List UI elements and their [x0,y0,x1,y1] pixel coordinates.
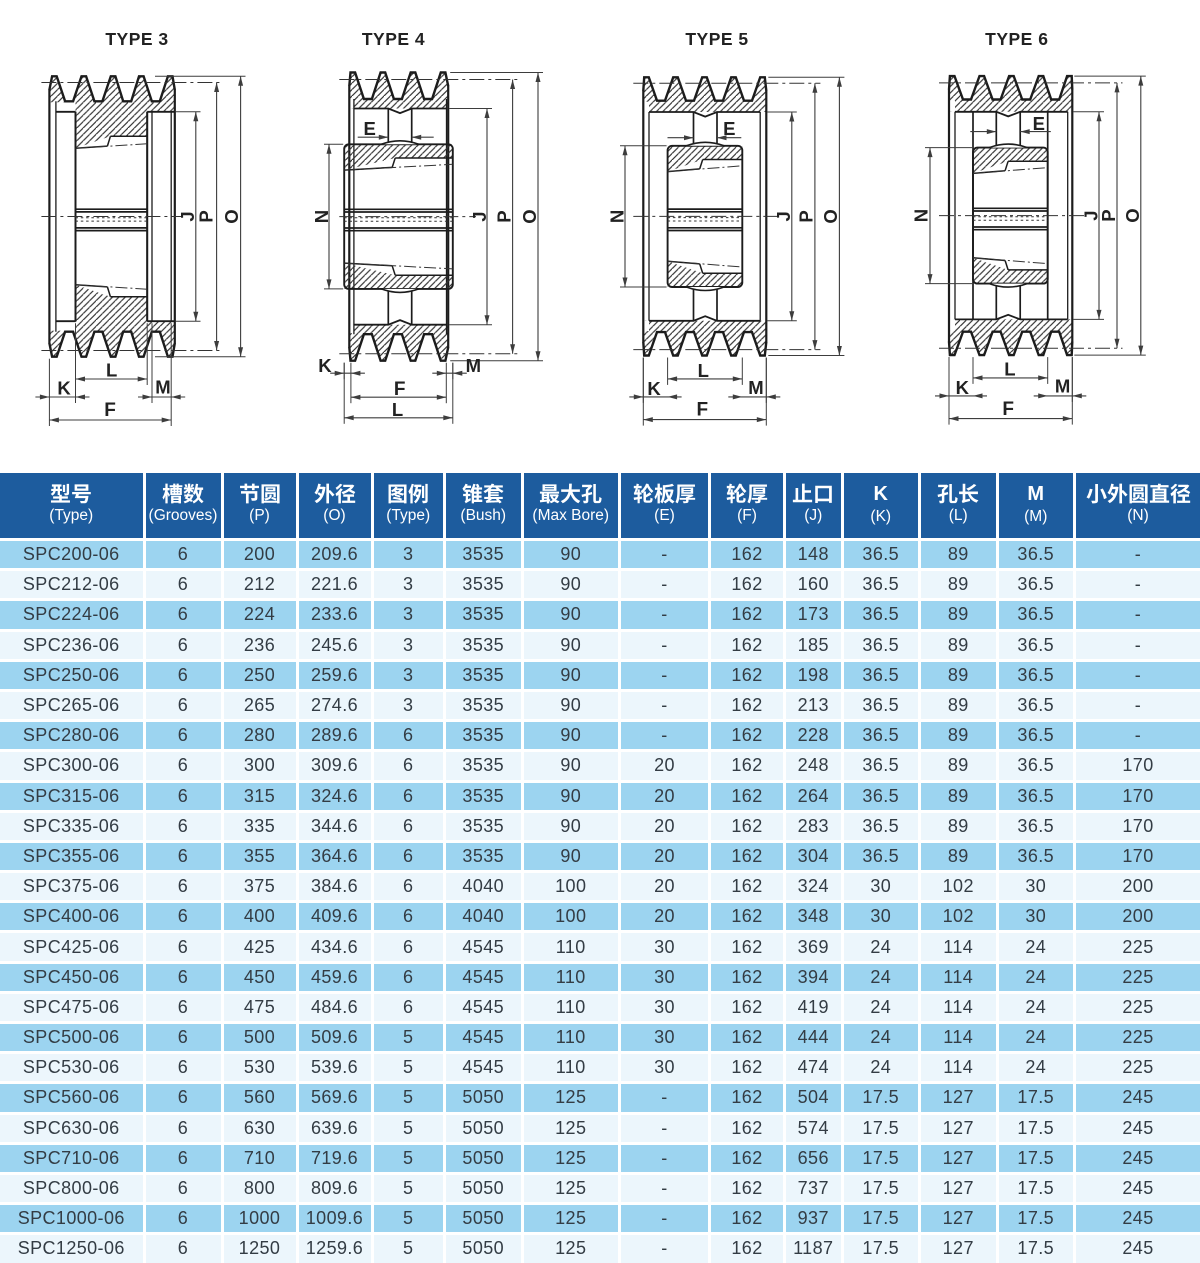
svg-text:N: N [607,210,628,223]
svg-text:TYPE 4: TYPE 4 [362,29,425,49]
svg-text:N: N [911,209,932,222]
svg-text:O: O [1122,208,1143,222]
svg-text:P: P [494,210,515,222]
svg-text:K: K [647,378,661,399]
svg-text:P: P [1098,209,1119,221]
svg-text:M: M [1055,376,1070,397]
svg-text:F: F [1002,399,1014,420]
svg-text:P: P [195,210,216,222]
svg-text:J: J [177,211,198,221]
svg-text:L: L [106,360,117,381]
svg-text:E: E [723,118,735,139]
svg-text:L: L [698,360,709,381]
svg-text:F: F [696,400,708,421]
svg-text:J: J [469,211,490,221]
svg-text:O: O [221,209,242,223]
svg-text:P: P [796,210,817,222]
svg-text:F: F [394,379,406,400]
svg-text:N: N [311,210,332,223]
svg-text:E: E [1033,113,1045,134]
svg-text:M: M [466,355,481,376]
svg-text:TYPE 6: TYPE 6 [985,29,1048,49]
svg-text:J: J [1081,210,1102,220]
svg-text:J: J [773,211,794,221]
svg-text:F: F [104,400,116,421]
svg-text:K: K [956,377,970,398]
svg-text:K: K [57,378,71,399]
svg-text:TYPE 3: TYPE 3 [105,29,168,49]
svg-text:E: E [364,118,376,139]
svg-text:L: L [1004,359,1015,380]
svg-text:TYPE 5: TYPE 5 [685,29,748,49]
svg-text:K: K [318,355,332,376]
svg-text:M: M [748,377,763,398]
svg-text:M: M [155,377,170,398]
svg-text:O: O [519,209,540,223]
svg-text:L: L [392,399,403,420]
svg-text:O: O [820,209,841,223]
